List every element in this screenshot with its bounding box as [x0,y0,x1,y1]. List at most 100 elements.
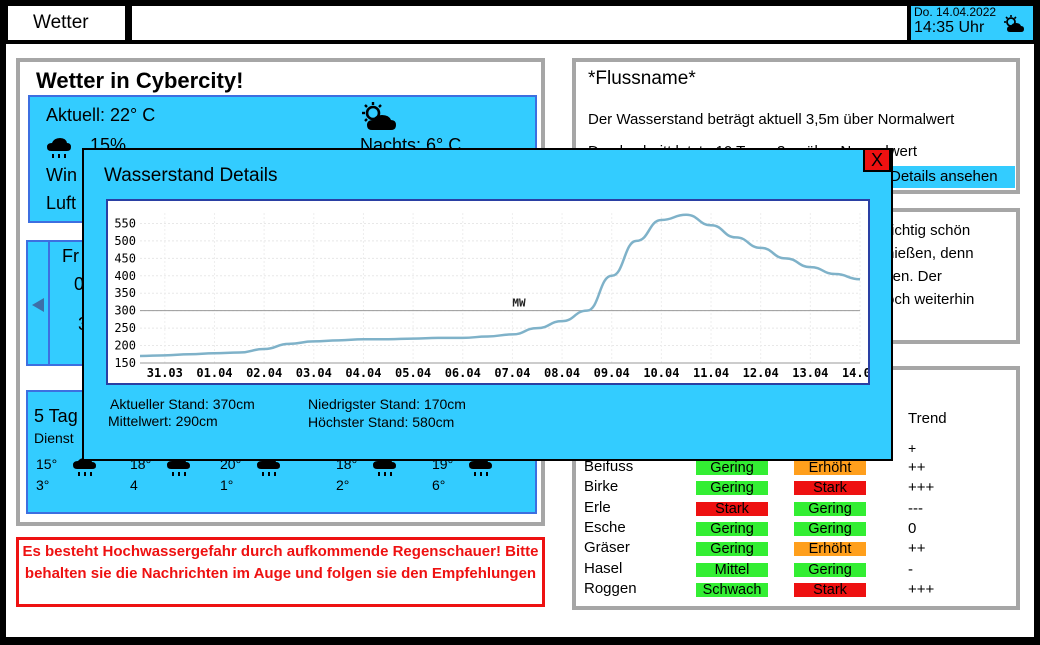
arrow-left-icon [32,298,44,312]
pollen-name: Hasel [584,559,623,577]
flood-warning: Es besteht Hochwassergefahr durch aufkom… [16,537,545,607]
reference-label: MW [512,297,526,310]
x-tick-label: 04.04 [345,366,381,380]
forecast-high: 15° [36,456,58,472]
x-tick-label: 08.04 [544,366,580,380]
water-level-modal: Wasserstand Details 150 200 250 300 350 400 45… [82,148,893,461]
pollen-forecast: Gering [794,501,866,516]
pollen-trend: ++ [908,459,926,476]
pollen-forecast: Stark [794,481,866,496]
y-tick-label: 200 [114,339,136,353]
clock-widget: Do. 14.04.2022 14:35 Uhr [911,6,1033,40]
pollen-level: Schwach [696,583,768,597]
pollen-level: Mittel [696,562,768,577]
x-tick-label: 12.04 [743,366,779,380]
current-time: 14:35 Uhr [914,19,985,36]
forecast-low: 2° [336,477,350,493]
pollen-forecast: Stark [794,583,866,597]
pollen-name: Gräser [584,539,630,557]
lowest-level: Niedrigster Stand: 170cm [308,396,466,412]
forecast-low: 3° [36,477,50,493]
forecast-value-a: 0 [74,274,85,294]
pollen-name: Erle [584,498,611,516]
forecast-low: 6° [432,477,446,493]
x-tick-label: 06.04 [445,366,481,380]
x-tick-label: 03.04 [296,366,332,380]
modal-title: Wasserstand Details [104,165,278,186]
y-tick-label: 300 [114,304,136,318]
river-name: *Flussname* [588,68,696,89]
current-level: Aktueller Stand: 370cm [110,396,255,412]
forecast-day: Fr [62,246,79,266]
pollen-trend: 0 [908,519,917,537]
pollen-name: Beifuss [584,458,634,475]
rain-cloud-icon [73,458,96,476]
pollen-forecast: Erhöht [794,461,866,475]
rain-cloud-icon [257,458,280,476]
forecast-prev-button[interactable] [26,240,50,366]
app-title: Wetter [8,6,125,40]
x-tick-label: 09.04 [594,366,630,380]
pollen-name: Roggen [584,579,637,597]
pollen-forecast: Gering [794,562,866,577]
five-day-title: 5 Tag [34,406,78,426]
forecast-low: 1° [220,477,234,493]
mean-value: Mittelwert: 290cm [108,413,218,429]
pollen-name: Birke [584,478,619,496]
wind-label: Win [46,165,77,185]
y-tick-label: 550 [114,216,136,230]
x-tick-label: 11.04 [693,366,729,380]
pollen-trend: ++ [908,540,926,558]
sun-cloud-icon [1004,15,1024,32]
rain-cloud-icon [373,458,396,476]
modal-close-button[interactable]: X [863,148,891,172]
rain-cloud-icon [47,138,71,158]
pollen-trend: +++ [908,580,935,598]
humidity-label: Luft [46,193,77,213]
x-tick-label: 10.04 [643,366,679,380]
pollen-forecast: Erhöht [794,542,866,556]
pollen-forecast: Gering [794,522,866,536]
x-tick-label: 02.04 [246,366,282,380]
pollen-trend: --- [908,499,923,517]
pollen-name: Esche [584,518,626,536]
x-tick-label: 14.04 [842,366,868,380]
water-level-chart: 150 200 250 300 350 400 450 500 550 31.03 01.04 02.… [106,199,878,385]
x-tick-label: 07.04 [494,366,530,380]
pollen-level: Gering [696,542,768,556]
y-tick-label: 450 [114,251,136,265]
x-tick-label: 13.04 [792,366,828,380]
rain-cloud-icon [469,458,492,476]
y-tick-label: 250 [114,321,136,335]
y-tick-label: 500 [114,234,136,248]
pollen-level: Gering [696,461,768,475]
rain-cloud-icon [167,458,190,476]
y-tick-label: 400 [114,269,136,283]
pollen-trend: - [908,560,913,578]
pollen-level: Gering [696,522,768,536]
notice-line: nießen, denn [886,245,974,262]
series-line [139,213,861,358]
pollen-trend: +++ [908,479,935,497]
x-tick-label: 01.04 [196,366,232,380]
current-date: Do. 14.04.2022 [914,5,997,19]
details-button[interactable]: Details ansehen [876,166,1015,188]
x-tick-label: 31.03 [147,366,183,380]
weather-title: Wetter in Cybercity! [36,68,244,93]
five-day-weekday: Dienst [34,430,74,446]
trend-header: Trend [908,410,947,427]
first-trend: + [908,440,917,456]
pollen-level: Gering [696,481,768,496]
search-bar[interactable] [132,6,907,40]
river-level-text: Der Wasserstand beträgt aktuell 3,5m übe… [588,111,955,128]
y-tick-label: 350 [114,286,136,300]
chart-svg: 150 200 250 300 350 400 450 500 550 31.03 01.04 02.… [114,213,878,380]
notice-line: llen. Der [886,268,942,285]
forecast-card: Fr 0 3 [48,240,88,366]
current-temperature: Aktuell: 22° C [46,105,156,125]
highest-level: Höchster Stand: 580cm [308,414,455,430]
x-tick-label: 05.04 [395,366,431,380]
forecast-low: 4 [130,477,138,493]
notice-line: och weiterhin [886,291,975,308]
notice-line: richtig schön [886,222,971,239]
